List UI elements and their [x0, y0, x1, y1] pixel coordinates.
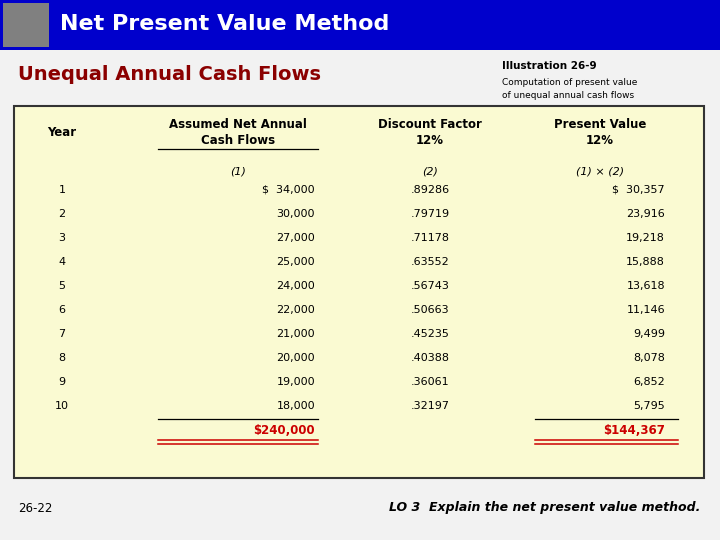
Text: 10: 10 — [55, 401, 69, 411]
Text: (2): (2) — [422, 167, 438, 177]
Text: $144,367: $144,367 — [603, 423, 665, 436]
Text: 9: 9 — [58, 377, 66, 387]
Text: 18,000: 18,000 — [276, 401, 315, 411]
Text: 23,916: 23,916 — [626, 209, 665, 219]
Text: Present Value: Present Value — [554, 118, 646, 131]
Text: .36061: .36061 — [410, 377, 449, 387]
FancyBboxPatch shape — [14, 106, 704, 478]
Text: 12%: 12% — [586, 133, 614, 146]
Text: .40388: .40388 — [410, 353, 449, 363]
Text: Assumed Net Annual: Assumed Net Annual — [169, 118, 307, 131]
Text: 30,000: 30,000 — [276, 209, 315, 219]
Text: 21,000: 21,000 — [276, 329, 315, 339]
Text: 24,000: 24,000 — [276, 281, 315, 291]
Text: Cash Flows: Cash Flows — [201, 133, 275, 146]
Text: Discount Factor: Discount Factor — [378, 118, 482, 131]
Text: 19,000: 19,000 — [276, 377, 315, 387]
Text: LO 3  Explain the net present value method.: LO 3 Explain the net present value metho… — [389, 502, 700, 515]
Text: 19,218: 19,218 — [626, 233, 665, 243]
Text: 3: 3 — [58, 233, 66, 243]
Text: 12%: 12% — [416, 133, 444, 146]
Text: 8,078: 8,078 — [633, 353, 665, 363]
Text: .79719: .79719 — [410, 209, 449, 219]
Text: Unequal Annual Cash Flows: Unequal Annual Cash Flows — [18, 64, 321, 84]
Text: Illustration 26-9: Illustration 26-9 — [502, 61, 597, 71]
Text: 4: 4 — [58, 257, 66, 267]
Text: Year: Year — [48, 125, 76, 138]
Text: $  34,000: $ 34,000 — [262, 185, 315, 195]
Text: .45235: .45235 — [410, 329, 449, 339]
Text: $240,000: $240,000 — [253, 423, 315, 436]
Text: 5,795: 5,795 — [634, 401, 665, 411]
Text: .50663: .50663 — [410, 305, 449, 315]
Text: 6,852: 6,852 — [634, 377, 665, 387]
Text: $  30,357: $ 30,357 — [613, 185, 665, 195]
Text: 15,888: 15,888 — [626, 257, 665, 267]
FancyBboxPatch shape — [0, 0, 720, 50]
Text: (1): (1) — [230, 167, 246, 177]
Text: 22,000: 22,000 — [276, 305, 315, 315]
Text: 11,146: 11,146 — [626, 305, 665, 315]
Text: 20,000: 20,000 — [276, 353, 315, 363]
Text: 25,000: 25,000 — [276, 257, 315, 267]
Text: .71178: .71178 — [410, 233, 449, 243]
Text: 13,618: 13,618 — [626, 281, 665, 291]
Text: (1) × (2): (1) × (2) — [576, 167, 624, 177]
Text: .32197: .32197 — [410, 401, 449, 411]
Text: 26-22: 26-22 — [18, 502, 53, 515]
Text: 9,499: 9,499 — [633, 329, 665, 339]
Text: 1: 1 — [58, 185, 66, 195]
Text: 2: 2 — [58, 209, 66, 219]
Text: 6: 6 — [58, 305, 66, 315]
Text: Net Present Value Method: Net Present Value Method — [60, 14, 390, 34]
Text: 27,000: 27,000 — [276, 233, 315, 243]
Text: 7: 7 — [58, 329, 66, 339]
Text: .63552: .63552 — [410, 257, 449, 267]
Text: 5: 5 — [58, 281, 66, 291]
Text: .56743: .56743 — [410, 281, 449, 291]
Text: 8: 8 — [58, 353, 66, 363]
Text: Computation of present value
of unequal annual cash flows: Computation of present value of unequal … — [502, 78, 637, 99]
Text: .89286: .89286 — [410, 185, 449, 195]
FancyBboxPatch shape — [3, 3, 49, 47]
